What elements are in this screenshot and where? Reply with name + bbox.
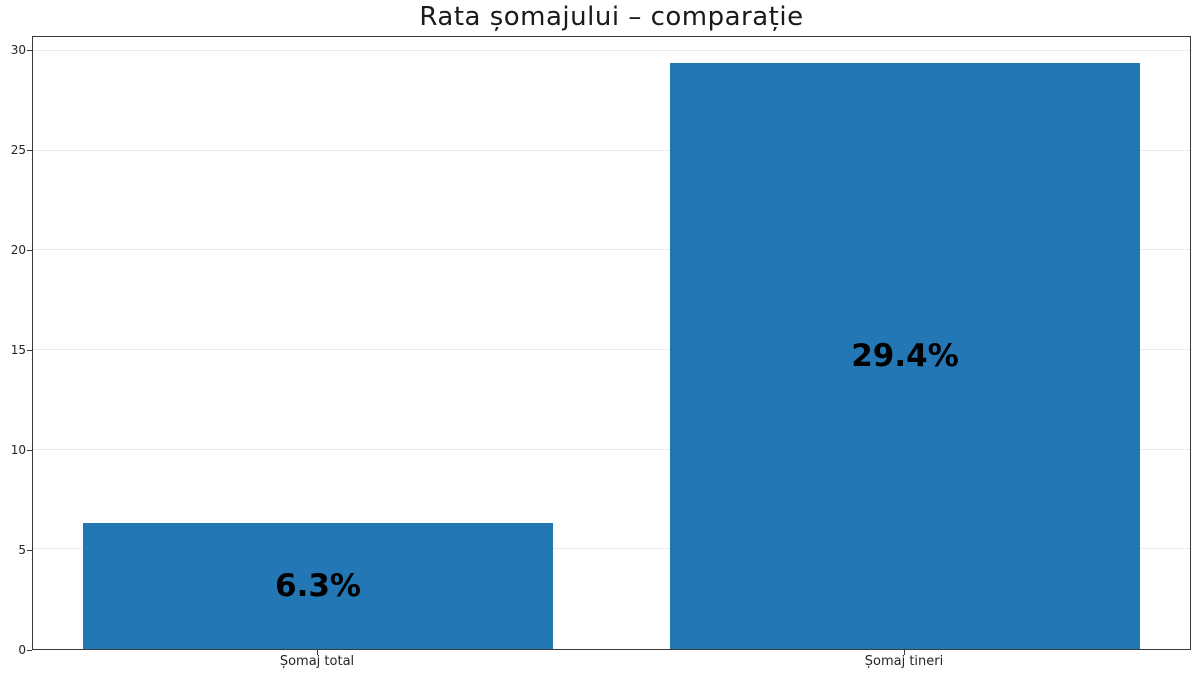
ytick-label: 10	[10, 443, 26, 457]
gridline-y30	[33, 49, 1190, 51]
ytick-mark	[27, 250, 32, 251]
gridline-y20	[33, 249, 1190, 251]
ytick-label: 0	[18, 643, 26, 657]
bar--omaj-tineri: 29.4%	[670, 62, 1140, 649]
bar--omaj-total: 6.3%	[83, 523, 553, 649]
ytick-label: 20	[10, 243, 26, 257]
ytick-mark	[27, 650, 32, 651]
bar-value-label: 29.4%	[851, 337, 959, 374]
ytick-mark	[27, 550, 32, 551]
ytick-label: 30	[10, 43, 26, 57]
ytick-mark	[27, 50, 32, 51]
gridline-y5	[33, 548, 1190, 550]
xtick-label: Șomaj tineri	[864, 654, 944, 669]
gridline-y25	[33, 149, 1190, 151]
ytick-mark	[27, 350, 32, 351]
ytick-mark	[27, 450, 32, 451]
bar-value-label: 6.3%	[275, 568, 361, 605]
ytick-mark	[27, 150, 32, 151]
xtick-label: Șomaj total	[279, 654, 355, 669]
ytick-label: 15	[10, 343, 26, 357]
gridline-y15	[33, 348, 1190, 350]
chart-title: Rata șomajului – comparație	[419, 2, 804, 32]
ytick-label: 25	[10, 143, 26, 157]
xtick-mark	[904, 650, 905, 655]
ytick-label: 5	[18, 543, 26, 557]
xtick-mark	[317, 650, 318, 655]
gridline-y10	[33, 448, 1190, 450]
plot-area: 6.3% 29.4%	[32, 36, 1191, 650]
